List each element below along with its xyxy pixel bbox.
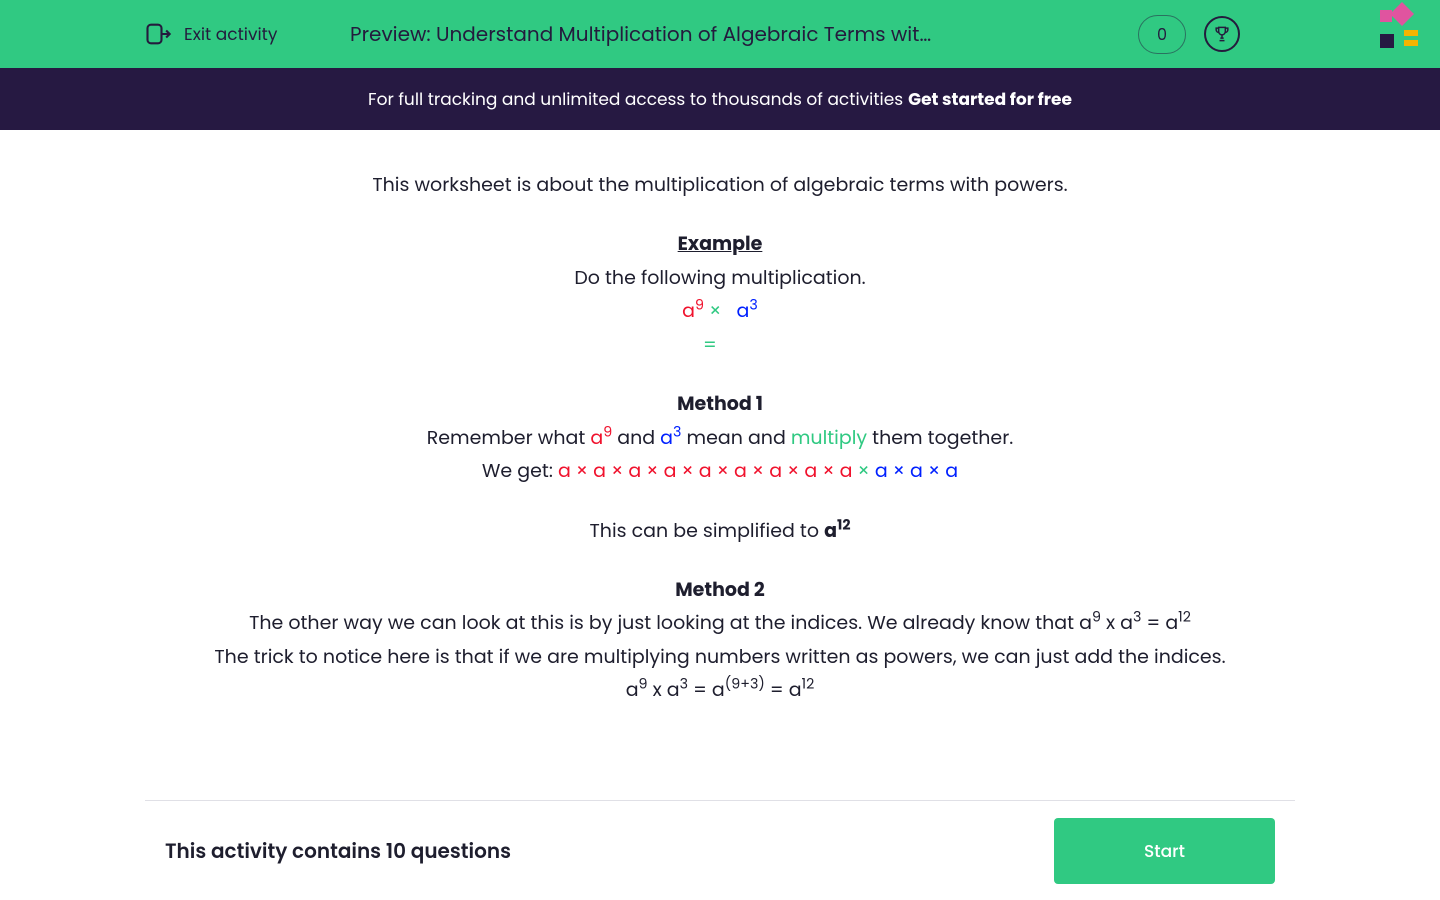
corner-decoration-icon <box>1360 0 1430 68</box>
start-button[interactable]: Start <box>1054 818 1275 884</box>
trophy-icon <box>1212 24 1232 44</box>
method2-line2: The trick to notice here is that if we a… <box>170 642 1270 671</box>
banner-cta[interactable]: Get started for free <box>908 86 1072 112</box>
method2-line3: a9 x a3 = a(9+3) = a12 <box>170 675 1270 704</box>
example-heading: Example <box>170 229 1270 258</box>
example-expression: a9 × a3 <box>170 296 1270 325</box>
page-title: Preview: Understand Multiplication of Al… <box>350 19 960 49</box>
banner-lead: For full tracking and unlimited access t… <box>368 86 903 112</box>
intro-text: This worksheet is about the multiplicati… <box>170 170 1270 199</box>
method1-heading: Method 1 <box>170 389 1270 418</box>
worksheet-content: This worksheet is about the multiplicati… <box>170 170 1270 705</box>
method1-line1: Remember what a9 and a3 mean and multipl… <box>170 423 1270 452</box>
example-prompt: Do the following multiplication. <box>170 263 1270 292</box>
method1-simplify: This can be simplified to a12 <box>170 516 1270 545</box>
exit-label: Exit activity <box>184 21 277 47</box>
method2-heading: Method 2 <box>170 575 1270 604</box>
footer-card: This activity contains 10 questions Star… <box>145 800 1295 900</box>
promo-banner: For full tracking and unlimited access t… <box>0 68 1440 130</box>
score-pill: 0 <box>1138 15 1186 54</box>
method2-line1: The other way we can look at this is by … <box>170 608 1270 637</box>
header-right: 0 <box>1138 15 1240 54</box>
method1-expansion: We get: a × a × a × a × a × a × a × a × … <box>170 456 1270 485</box>
top-bar: Exit activity Preview: Understand Multip… <box>0 0 1440 68</box>
trophy-button[interactable] <box>1204 16 1240 52</box>
equals-line: = <box>170 330 1270 359</box>
footer-summary: This activity contains 10 questions <box>165 836 511 866</box>
exit-activity-link[interactable]: Exit activity <box>144 20 277 48</box>
exit-icon <box>144 20 172 48</box>
